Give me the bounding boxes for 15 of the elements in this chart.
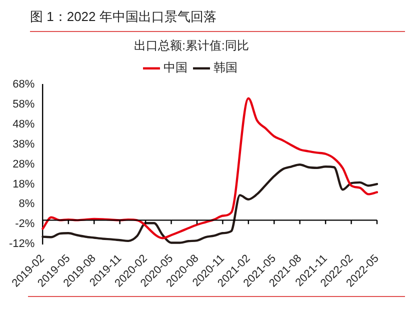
y-tick-label: -2% bbox=[15, 218, 35, 230]
chart-title: 图 1：2022 年中国出口景气回落 bbox=[30, 8, 405, 32]
y-tick-label: 68% bbox=[12, 78, 35, 90]
y-tick-label: 48% bbox=[12, 118, 35, 130]
legend-label: 中国 bbox=[164, 60, 188, 75]
y-tick-label: 58% bbox=[12, 98, 35, 110]
y-tick-label: 18% bbox=[12, 178, 35, 190]
y-tick-label: 38% bbox=[12, 138, 35, 150]
legend-label: 韩国 bbox=[214, 60, 238, 75]
line-series bbox=[42, 164, 378, 244]
y-tick-label: 28% bbox=[12, 158, 35, 170]
y-tick-label: -12% bbox=[8, 238, 35, 250]
legend-title: 出口总额:累计值:同比 bbox=[134, 38, 249, 52]
y-tick-label: 8% bbox=[18, 198, 35, 210]
line-series bbox=[42, 97, 378, 240]
